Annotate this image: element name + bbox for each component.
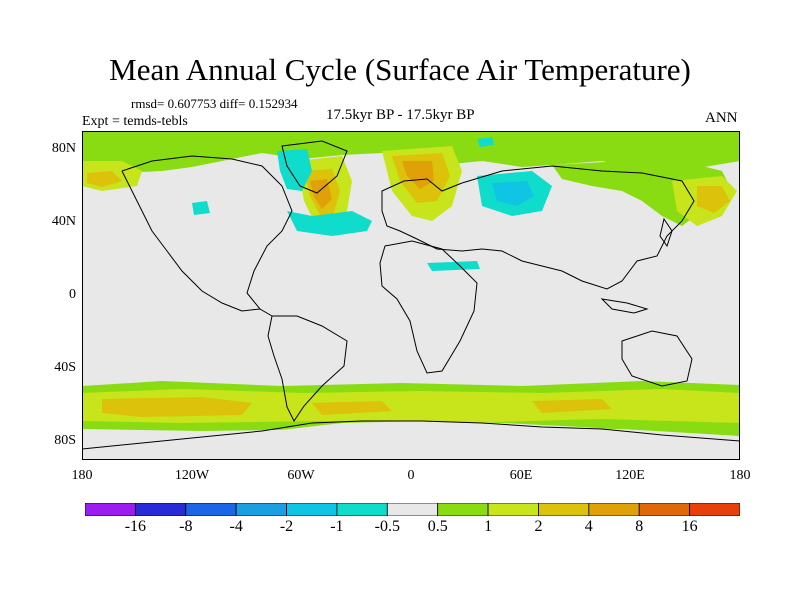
- colorbar-label: -2: [279, 518, 294, 535]
- north-atlantic-blue: [287, 211, 372, 236]
- lon-label-120w: 120W: [174, 468, 210, 483]
- japan-coast: [659, 217, 673, 248]
- lon-label-60w: 60W: [287, 468, 315, 483]
- lat-label-40n: 40N: [51, 214, 76, 229]
- colorbar-box: [437, 503, 489, 516]
- colorbar-label: -1: [330, 518, 344, 535]
- colorbar-canvas: [85, 503, 740, 516]
- lon-label-60e: 60E: [509, 468, 533, 483]
- southern-ocean-orange: [102, 397, 252, 417]
- colorbar-label: -0.5: [374, 518, 400, 535]
- colorbar-box: [588, 503, 640, 516]
- lon-label-180w: 180: [71, 468, 93, 483]
- colorbar-box: [689, 503, 740, 516]
- alaska-orange: [87, 171, 122, 187]
- north-america-coast: [121, 155, 293, 317]
- southern-ocean-orange-2: [312, 401, 392, 415]
- season-label: ANN: [705, 110, 738, 126]
- indonesia-coast: [600, 298, 649, 314]
- north-atlantic-core: [310, 179, 332, 209]
- central-asia-blue: [427, 261, 480, 271]
- antarctica-coast: [82, 420, 740, 450]
- rmsd-diff-stats: rmsd= 0.607753 diff= 0.152934: [131, 96, 298, 111]
- eurasia-coast: [381, 165, 695, 290]
- colorbar-label: 8: [635, 518, 644, 535]
- colorbar-box: [134, 503, 187, 516]
- colorbar-box: [85, 503, 136, 516]
- north-pacific-orange: [697, 186, 730, 213]
- arctic-blue: [477, 137, 494, 147]
- colorbar-label: 2: [534, 518, 543, 535]
- lon-label-120e: 120E: [615, 468, 645, 483]
- southern-ocean-yellow: [82, 389, 740, 423]
- scandinavia-core: [402, 161, 434, 189]
- colorbar-label: -8: [179, 518, 193, 535]
- australia-coast: [621, 330, 693, 387]
- lon-label-180e: 180: [729, 468, 751, 483]
- experiment-label: Expt = temds-tebls: [82, 114, 188, 129]
- lat-label-40s: 40S: [54, 360, 76, 375]
- colorbar-label: 4: [584, 518, 593, 535]
- colorbar-label: 0.5: [427, 518, 448, 535]
- pacific-blue: [192, 201, 210, 215]
- antarctica-land: [82, 421, 740, 460]
- south-america-coast: [267, 315, 348, 422]
- colorbar-box: [336, 503, 388, 516]
- colorbar-label: 16: [681, 518, 698, 535]
- colorbar-box: [386, 503, 439, 516]
- map-canvas: [82, 131, 740, 460]
- colorbar-label: -16: [124, 518, 147, 535]
- colorbar: [85, 503, 740, 516]
- colorbar-label: -4: [229, 518, 243, 535]
- africa-coast: [379, 240, 478, 374]
- anomaly-map: [82, 131, 740, 460]
- lon-label-0: 0: [407, 468, 415, 483]
- lat-label-eq: 0: [69, 287, 76, 302]
- colorbar-box: [286, 503, 338, 516]
- colorbar-label: 1: [484, 518, 493, 535]
- southern-ocean-orange-3: [532, 399, 612, 413]
- greenland-coast: [281, 140, 348, 194]
- plot-title: Mean Annual Cycle (Surface Air Temperatu…: [109, 52, 691, 87]
- period-label: 17.5kyr BP - 17.5kyr BP: [326, 107, 475, 123]
- lat-label-80s: 80S: [54, 433, 76, 448]
- siberia-blue-core: [492, 181, 534, 206]
- colorbar-box: [185, 503, 237, 516]
- lat-label-80n: 80N: [51, 141, 76, 156]
- colorbar-box: [235, 503, 287, 516]
- colorbar-box: [538, 503, 590, 516]
- north-america-west: [121, 170, 261, 312]
- colorbar-box: [487, 503, 539, 516]
- map-frame: [82, 131, 740, 460]
- colorbar-box: [638, 503, 691, 516]
- coastlines: [82, 140, 740, 450]
